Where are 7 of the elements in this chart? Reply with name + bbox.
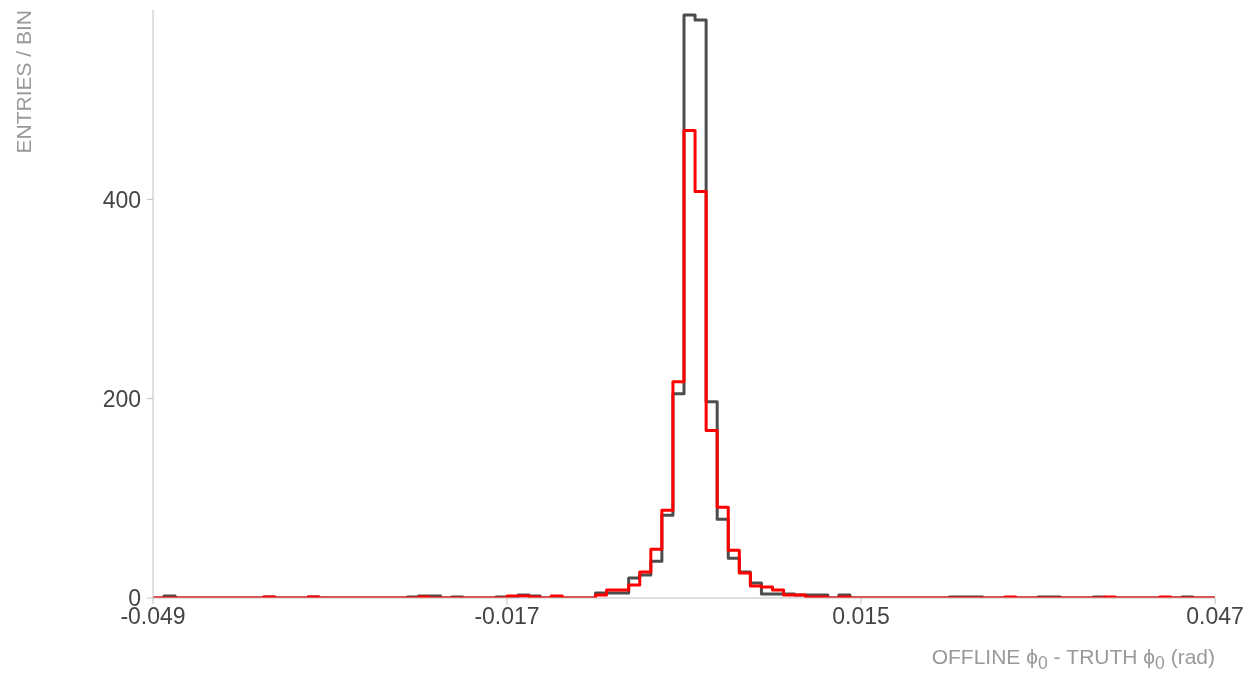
x-axis-title: OFFLINE ϕ$_{0}$ - TRUTH ϕ$_{0}$ (rad): [931, 645, 1215, 675]
y-tick-label: 200: [102, 385, 141, 412]
y-axis-title: ENTRIES / BIN: [12, 10, 36, 154]
x-tick-label: 0.047: [1186, 603, 1244, 630]
x-tick-label: 0.015: [832, 603, 890, 630]
x-tick-label: -0.017: [474, 603, 540, 630]
y-tick-label: 400: [102, 186, 141, 213]
